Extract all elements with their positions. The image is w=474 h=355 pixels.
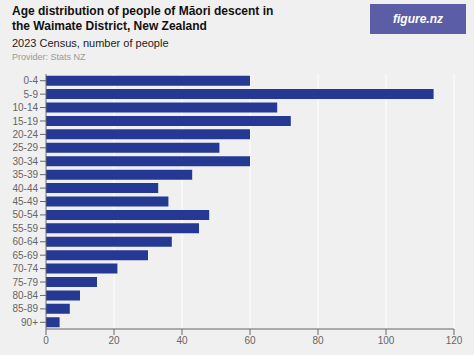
svg-text:60-64: 60-64 [12, 236, 38, 247]
svg-text:40: 40 [176, 335, 188, 346]
svg-text:85-89: 85-89 [12, 303, 38, 314]
svg-text:20: 20 [108, 335, 120, 346]
svg-text:70-74: 70-74 [12, 263, 38, 274]
svg-text:30-34: 30-34 [12, 156, 38, 167]
svg-text:0-4: 0-4 [24, 75, 39, 86]
svg-text:15-19: 15-19 [12, 116, 38, 127]
svg-text:55-59: 55-59 [12, 223, 38, 234]
svg-text:120: 120 [446, 335, 463, 346]
svg-text:10-14: 10-14 [12, 102, 38, 113]
html-text:the Waimate District, New Zeal: the Waimate District, New Zealand [12, 19, 207, 33]
svg-text:90+: 90+ [21, 317, 38, 328]
svg-text:75-79: 75-79 [12, 277, 38, 288]
svg-text:100: 100 [378, 335, 395, 346]
html-text:Age distribution of people of: Age distribution of people of Māori desc… [12, 4, 274, 18]
svg-text:25-29: 25-29 [12, 142, 38, 153]
svg-text:5-9: 5-9 [24, 89, 39, 100]
html-text:2023 Census, number of people: 2023 Census, number of people [12, 37, 169, 49]
svg-text:80-84: 80-84 [12, 290, 38, 301]
svg-text:80: 80 [312, 335, 324, 346]
html-text:figure.nz: figure.nz [393, 12, 443, 26]
svg-text:65-69: 65-69 [12, 250, 38, 261]
svg-text:35-39: 35-39 [12, 169, 38, 180]
svg-text:0: 0 [43, 335, 49, 346]
svg-text:40-44: 40-44 [12, 183, 38, 194]
svg-text:60: 60 [244, 335, 256, 346]
svg-text:45-49: 45-49 [12, 196, 38, 207]
svg-text:20-24: 20-24 [12, 129, 38, 140]
svg-text:50-54: 50-54 [12, 209, 38, 220]
html-text:Provider: Stats NZ: Provider: Stats NZ [12, 52, 86, 62]
